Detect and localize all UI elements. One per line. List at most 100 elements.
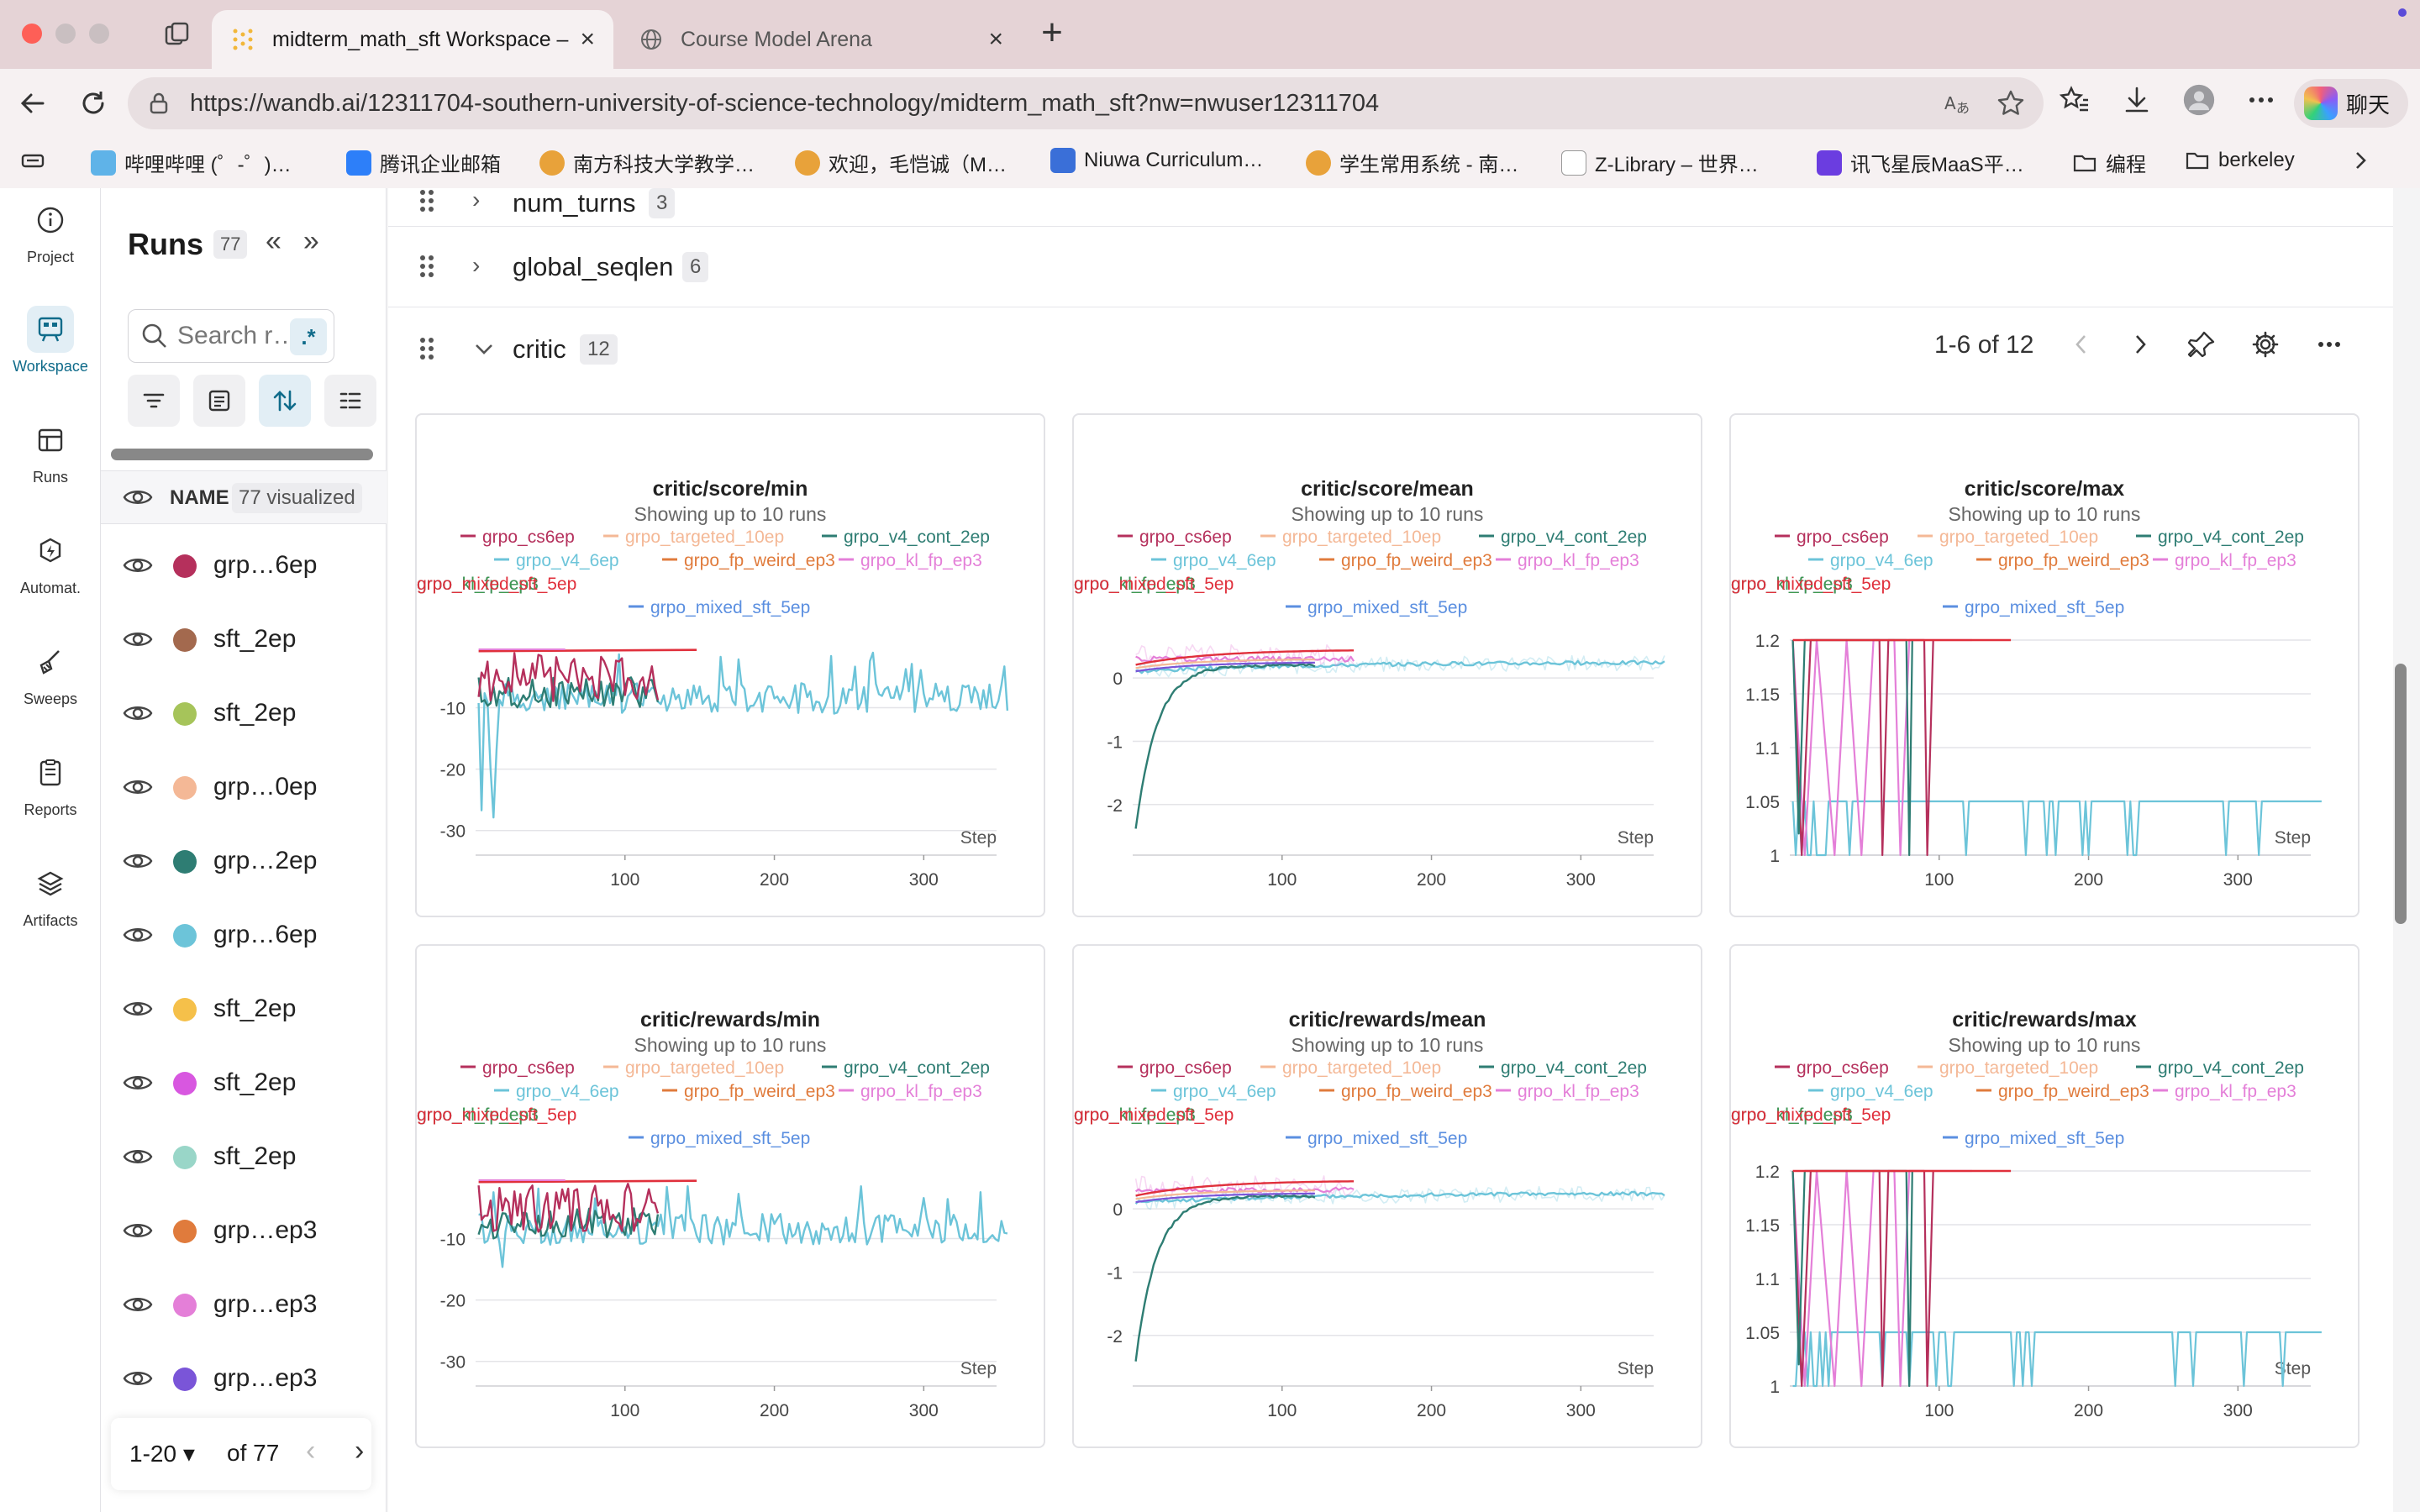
drag-handle-icon[interactable] [418,254,435,279]
run-color-swatch[interactable] [173,628,197,652]
eye-icon[interactable] [123,1070,153,1100]
back-button[interactable] [13,84,52,123]
group-button[interactable] [193,375,245,427]
runs-horizontal-scrollbar[interactable] [111,449,373,460]
url-field[interactable]: https://wandb.ai/12311704-southern-unive… [128,77,2044,129]
run-row[interactable]: grp…ep3 [101,1341,387,1415]
run-name[interactable]: grp…6ep [213,921,318,948]
columns-button[interactable] [324,375,376,427]
regex-toggle[interactable]: .* [290,318,327,355]
close-window-button[interactable] [22,24,42,44]
chevron-right-icon[interactable] [2128,332,2153,357]
run-row[interactable]: grp…ep3 [101,1193,387,1267]
eye-icon[interactable] [123,996,153,1026]
nav-artifacts[interactable]: Artifacts [0,860,101,930]
eye-icon[interactable] [123,553,153,582]
profile-avatar-icon[interactable] [2183,84,2215,116]
chart-panel[interactable]: critic/rewards/max Showing up to 10 runs g… [1729,944,2360,1448]
eye-icon[interactable] [123,922,153,952]
sort-button[interactable] [259,375,311,427]
drag-handle-icon[interactable] [418,336,435,361]
copilot-chat-button[interactable]: 聊天 [2294,79,2408,128]
run-color-swatch[interactable] [173,1146,197,1169]
run-row[interactable]: sft_2ep [101,675,387,749]
name-column-header[interactable]: NAME [170,486,229,509]
bookmark-niuwa[interactable]: Niuwa Curriculum… [1050,148,1263,173]
run-name[interactable]: sft_2ep [213,699,297,727]
new-tab-button[interactable]: + [1041,12,1063,53]
run-name[interactable]: sft_2ep [213,1142,297,1170]
run-row[interactable]: sft_2ep [101,971,387,1045]
bookmarks-overflow-button[interactable] [2348,148,2373,173]
run-name[interactable]: sft_2ep [213,995,297,1022]
run-color-swatch[interactable] [173,1220,197,1243]
run-color-swatch[interactable] [173,850,197,874]
chart-panel[interactable]: critic/score/min Showing up to 10 runs grp… [415,413,1045,917]
tab-wandb-workspace[interactable]: midterm_math_sft Workspace – × [212,10,613,69]
eye-icon[interactable] [123,485,153,510]
page-scrollbar[interactable] [2393,188,2408,1512]
run-name[interactable]: sft_2ep [213,1068,297,1096]
pin-icon[interactable] [2186,329,2217,360]
gear-icon[interactable] [2250,329,2281,360]
scrollbar-thumb[interactable] [2395,664,2407,924]
close-tab-icon[interactable]: × [988,25,1003,53]
run-row[interactable]: grp…ep3 [101,1267,387,1341]
expand-right-icon[interactable]: » [302,225,319,257]
chart-panel[interactable]: critic/rewards/min Showing up to 10 runs g… [415,944,1045,1448]
bookmark-folder-berkeley[interactable]: berkeley [2185,148,2295,173]
eye-icon[interactable] [123,1218,153,1247]
run-name[interactable]: grp…ep3 [213,1290,318,1318]
run-color-swatch[interactable] [173,924,197,948]
chevron-down-icon[interactable] [472,341,496,358]
eye-icon[interactable] [123,627,153,656]
favorite-star-icon[interactable] [1995,87,2027,119]
next-page-icon[interactable]: › [355,1435,365,1467]
run-search-input[interactable]: Search r… .* [128,309,334,363]
nav-automations[interactable]: Automat. [0,528,101,597]
eye-icon[interactable] [123,1144,153,1173]
run-name[interactable]: grp…6ep [213,551,318,579]
drag-handle-icon[interactable] [418,188,435,213]
run-row[interactable]: grp…6ep [101,897,387,971]
page-range-select[interactable]: 1-20 ▾ [129,1441,195,1467]
eye-icon[interactable] [123,848,153,878]
run-color-swatch[interactable] [173,998,197,1021]
eye-icon[interactable] [123,1292,153,1321]
tab-groups-icon[interactable] [156,15,198,54]
more-options-icon[interactable] [2245,84,2277,116]
download-icon[interactable] [2121,84,2153,116]
nav-reports[interactable]: Reports [0,749,101,819]
close-tab-icon[interactable]: × [580,25,595,53]
run-color-swatch[interactable] [173,776,197,800]
bookmark-folder-programming[interactable]: 编程 [2072,148,2146,177]
run-color-swatch[interactable] [173,554,197,578]
maximize-window-button[interactable] [89,24,109,44]
nav-sweeps[interactable]: Sweeps [0,638,101,708]
bookmark-reading-list[interactable] [20,148,45,173]
chart-panel[interactable]: critic/rewards/mean Showing up to 10 runs… [1072,944,1702,1448]
chevron-right-icon[interactable]: › [472,252,481,278]
chart-panel[interactable]: critic/score/max Showing up to 10 runs grp… [1729,413,2360,917]
run-name[interactable]: grp…2ep [213,847,318,874]
bookmark-xunfei[interactable]: 讯飞星辰MaaS平… [1817,148,2024,177]
eye-icon[interactable] [123,774,153,804]
prev-page-icon[interactable]: ‹ [306,1435,316,1467]
run-row[interactable]: grp…6ep [101,528,387,601]
chart-panel[interactable]: critic/score/mean Showing up to 10 runs gr… [1072,413,1702,917]
run-color-swatch[interactable] [173,1368,197,1391]
run-name[interactable]: grp…ep3 [213,1364,318,1392]
run-row[interactable]: sft_2ep [101,601,387,675]
minimize-window-button[interactable] [55,24,76,44]
section-num-turns[interactable]: › num_turns 3 [388,160,2393,227]
bookmark-bilibili[interactable]: 哔哩哔哩 (゜-゜)… [91,148,292,177]
nav-workspace[interactable]: Workspace [0,306,101,375]
run-color-swatch[interactable] [173,1072,197,1095]
chevron-right-icon[interactable]: › [472,186,481,213]
nav-project[interactable]: Project [0,197,101,266]
run-row[interactable]: grp…0ep [101,749,387,823]
bookmark-sustech-teaching[interactable]: 南方科技大学教学… [539,148,755,177]
run-row[interactable]: sft_2ep [101,1119,387,1193]
run-row[interactable]: grp…2ep [101,823,387,897]
